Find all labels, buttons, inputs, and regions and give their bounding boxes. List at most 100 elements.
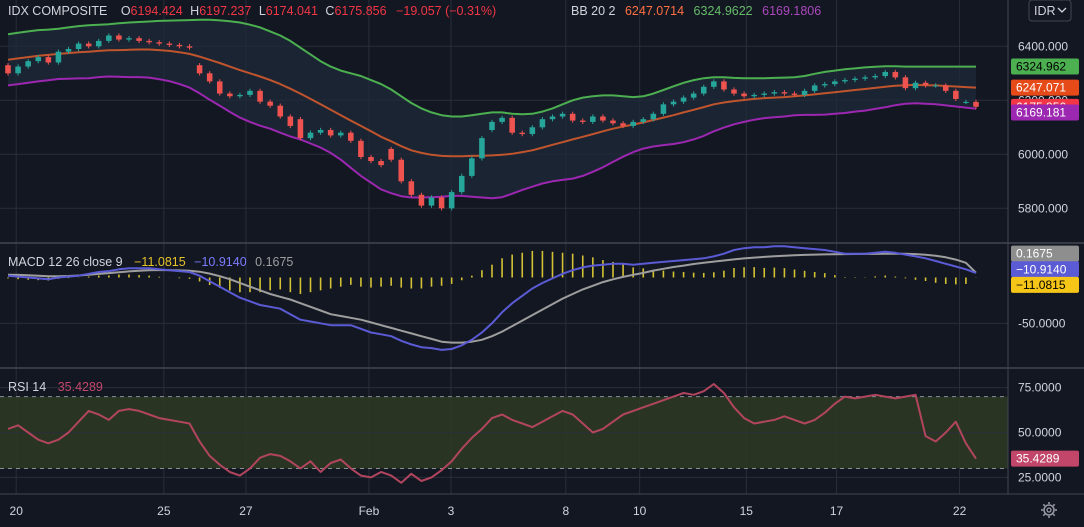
time-axis[interactable]: 20 25 27 Feb 3 8 10 15 17 22	[10, 504, 967, 518]
candle[interactable]	[116, 33, 122, 42]
candle[interactable]	[206, 71, 213, 84]
candle[interactable]	[75, 41, 82, 52]
candle[interactable]	[600, 114, 606, 123]
candle[interactable]	[902, 75, 909, 91]
candle[interactable]	[146, 38, 152, 45]
candle[interactable]	[973, 99, 979, 109]
candle[interactable]	[660, 102, 667, 116]
candle[interactable]	[751, 92, 757, 99]
candle[interactable]	[227, 91, 233, 99]
candle[interactable]	[368, 154, 374, 164]
candle[interactable]	[650, 111, 657, 122]
candle[interactable]	[499, 115, 505, 125]
candle[interactable]	[680, 95, 687, 104]
candle[interactable]	[953, 88, 959, 102]
candle[interactable]	[539, 117, 546, 130]
candle[interactable]	[35, 54, 42, 64]
price-axis[interactable]: 5800.0006000.0006200.0006400.000-50.0000…	[1011, 39, 1079, 484]
candle[interactable]	[337, 130, 344, 138]
candle[interactable]	[700, 84, 707, 96]
candle[interactable]	[590, 114, 596, 125]
candle[interactable]	[388, 146, 394, 162]
candle[interactable]	[277, 103, 284, 119]
candle[interactable]	[549, 114, 556, 122]
candle[interactable]	[186, 44, 193, 50]
candle[interactable]	[5, 63, 11, 76]
candle[interactable]	[469, 156, 475, 179]
candle[interactable]	[781, 90, 788, 96]
candle[interactable]	[348, 130, 354, 143]
candle[interactable]	[942, 83, 949, 94]
candle[interactable]	[428, 195, 435, 208]
candle[interactable]	[771, 90, 778, 96]
candle[interactable]	[45, 54, 52, 65]
candle[interactable]	[106, 33, 112, 44]
candle[interactable]	[569, 111, 576, 123]
candle[interactable]	[297, 117, 304, 141]
candle[interactable]	[811, 83, 818, 94]
candle[interactable]	[166, 41, 173, 48]
candle[interactable]	[761, 91, 768, 98]
candle[interactable]	[670, 99, 677, 107]
candle[interactable]	[438, 195, 445, 211]
gear-icon[interactable]	[1041, 502, 1057, 518]
candle[interactable]	[15, 64, 21, 76]
candle[interactable]	[963, 99, 969, 105]
candle[interactable]	[458, 173, 465, 195]
candle[interactable]	[216, 79, 223, 96]
candle[interactable]	[448, 189, 455, 211]
candle[interactable]	[529, 125, 536, 137]
candle[interactable]	[892, 69, 899, 80]
candle[interactable]	[610, 118, 616, 126]
candle[interactable]	[85, 41, 92, 49]
candle[interactable]	[287, 114, 294, 129]
candle[interactable]	[479, 135, 485, 161]
candle[interactable]	[579, 118, 586, 125]
candle[interactable]	[801, 88, 808, 98]
macd-pane[interactable]	[0, 245, 1008, 351]
candle[interactable]	[136, 36, 142, 44]
candle[interactable]	[882, 69, 889, 79]
candle[interactable]	[327, 127, 334, 138]
candle[interactable]	[398, 157, 405, 184]
candle[interactable]	[307, 130, 314, 141]
candle[interactable]	[378, 158, 384, 168]
price-pane[interactable]	[0, 0, 1008, 494]
candle[interactable]	[932, 83, 939, 88]
candle[interactable]	[690, 91, 697, 100]
candle[interactable]	[559, 111, 566, 119]
candle[interactable]	[912, 80, 919, 91]
candle[interactable]	[237, 92, 243, 99]
candle[interactable]	[640, 117, 647, 125]
candle[interactable]	[821, 81, 828, 88]
candle[interactable]	[55, 49, 62, 65]
candle[interactable]	[842, 77, 848, 84]
candle[interactable]	[408, 179, 415, 197]
candle[interactable]	[418, 192, 425, 208]
candle[interactable]	[95, 38, 102, 49]
candle[interactable]	[509, 115, 515, 135]
candle[interactable]	[731, 87, 737, 96]
candle[interactable]	[358, 138, 364, 160]
candle[interactable]	[711, 79, 717, 89]
candle[interactable]	[630, 119, 636, 129]
candle[interactable]	[741, 91, 747, 99]
candle[interactable]	[872, 73, 878, 80]
candle[interactable]	[852, 76, 858, 83]
candle[interactable]	[25, 58, 31, 69]
rsi-pane[interactable]	[0, 383, 1008, 484]
candle[interactable]	[156, 40, 163, 46]
candle[interactable]	[862, 75, 868, 81]
currency-button[interactable]: IDR	[1028, 0, 1072, 22]
candle[interactable]	[267, 99, 273, 108]
candle[interactable]	[922, 80, 929, 88]
candle[interactable]	[791, 91, 798, 98]
candle[interactable]	[489, 119, 495, 133]
candle[interactable]	[620, 121, 626, 129]
candle[interactable]	[832, 79, 838, 87]
candle[interactable]	[519, 130, 526, 137]
candle[interactable]	[721, 79, 727, 92]
candle[interactable]	[257, 88, 263, 104]
candle[interactable]	[196, 63, 203, 76]
candle[interactable]	[176, 42, 183, 49]
